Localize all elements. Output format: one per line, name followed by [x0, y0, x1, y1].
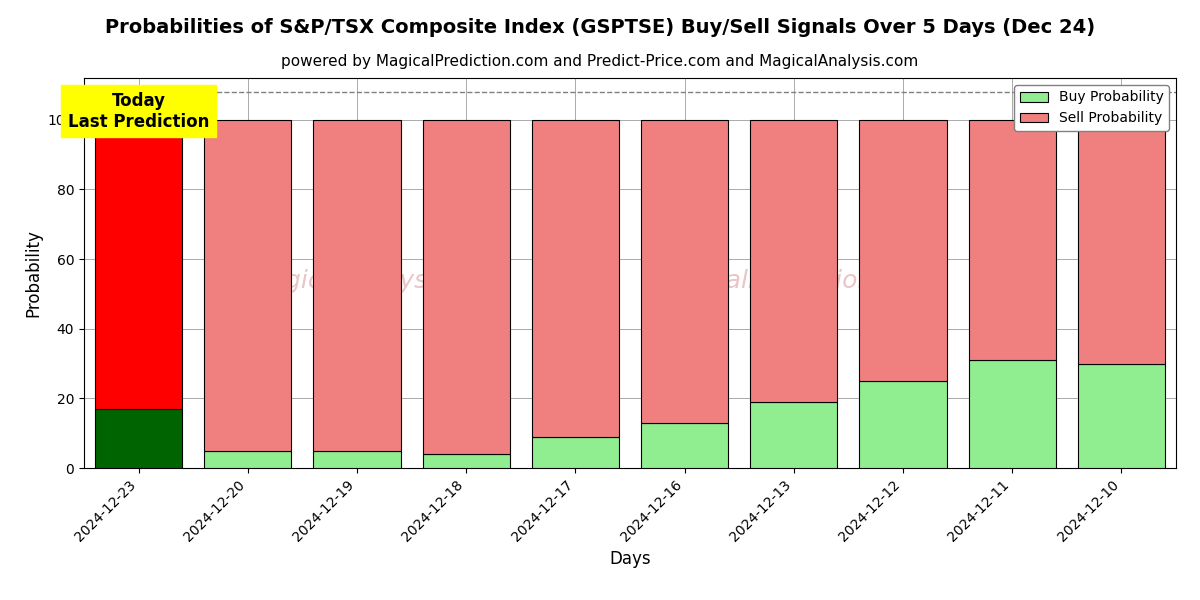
Bar: [95, 120, 182, 409]
Bar: [532, 120, 619, 437]
Bar: [204, 120, 292, 451]
Bar: [750, 120, 838, 402]
Bar: [641, 120, 728, 423]
Text: powered by MagicalPrediction.com and Predict-Price.com and MagicalAnalysis.com: powered by MagicalPrediction.com and Pre…: [281, 54, 919, 69]
Bar: [313, 120, 401, 451]
Bar: [968, 120, 1056, 360]
Text: Today
Last Prediction: Today Last Prediction: [68, 92, 209, 131]
Bar: [422, 454, 510, 468]
Bar: [859, 381, 947, 468]
Text: MagicalAnalysis.com: MagicalAnalysis.com: [248, 269, 509, 293]
Text: MagicalPrediction.com: MagicalPrediction.com: [653, 269, 935, 293]
Bar: [968, 360, 1056, 468]
Bar: [750, 402, 838, 468]
Legend: Buy Probability, Sell Probability: Buy Probability, Sell Probability: [1014, 85, 1169, 131]
Bar: [313, 451, 401, 468]
Bar: [859, 120, 947, 381]
Y-axis label: Probability: Probability: [24, 229, 42, 317]
Bar: [641, 423, 728, 468]
Bar: [1078, 120, 1165, 364]
Bar: [1078, 364, 1165, 468]
Bar: [95, 409, 182, 468]
Bar: [532, 437, 619, 468]
Bar: [422, 120, 510, 454]
X-axis label: Days: Days: [610, 550, 650, 568]
Bar: [204, 451, 292, 468]
Text: Probabilities of S&P/TSX Composite Index (GSPTSE) Buy/Sell Signals Over 5 Days (: Probabilities of S&P/TSX Composite Index…: [104, 18, 1096, 37]
